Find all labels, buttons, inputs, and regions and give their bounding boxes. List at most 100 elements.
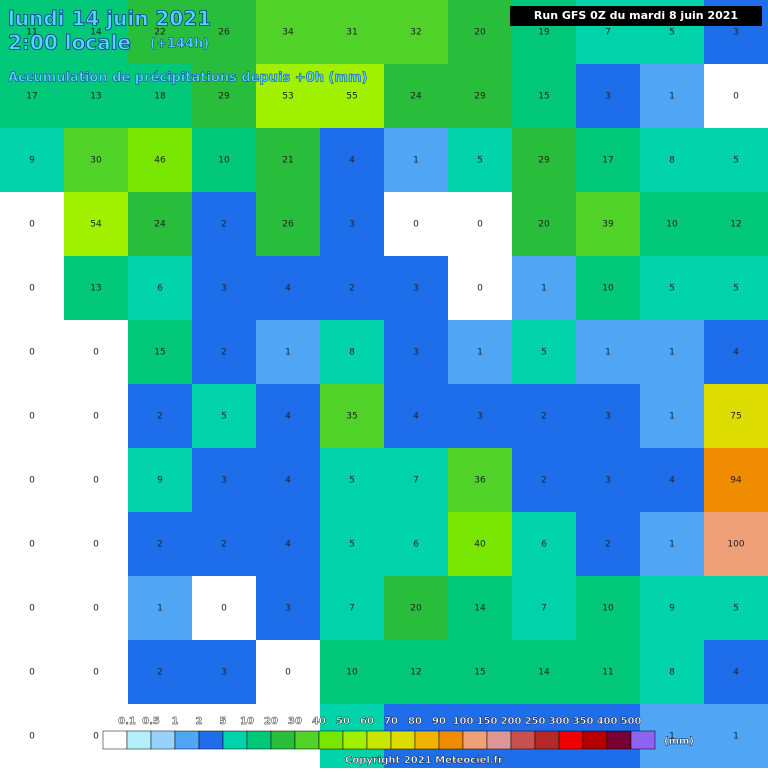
field-cell [192, 320, 257, 385]
cell-value: 10 [346, 668, 358, 678]
cell-value: 1 [285, 348, 291, 358]
cell-value: 40 [474, 540, 486, 550]
cell-value: 21 [282, 156, 293, 166]
cell-value: 11 [26, 28, 37, 38]
cell-value: 1 [541, 284, 547, 294]
cell-value: 0 [29, 220, 35, 230]
cell-value: 94 [730, 476, 742, 486]
field-cell [576, 640, 641, 705]
field-cell [320, 448, 385, 513]
cell-value: 6 [413, 540, 419, 550]
field-cell [256, 448, 321, 513]
cell-value: 0 [29, 412, 35, 422]
field-cell [576, 256, 641, 321]
cell-value: 29 [538, 156, 550, 166]
cell-value: 3 [221, 476, 227, 486]
cell-value: 4 [733, 348, 739, 358]
legend-swatch [606, 730, 632, 750]
field-cell [640, 448, 705, 513]
field-cell [0, 192, 65, 257]
field-cell [320, 0, 385, 65]
cell-value: 1 [157, 604, 163, 614]
field-cell [640, 256, 705, 321]
field-cell [64, 192, 129, 257]
field-cell [576, 512, 641, 577]
field-cell [128, 512, 193, 577]
field-cell [704, 704, 768, 769]
legend-label: 10 [240, 716, 254, 727]
cell-value: 3 [221, 668, 227, 678]
cell-value: 0 [93, 348, 99, 358]
field-cell [512, 512, 577, 577]
cell-value: 14 [90, 28, 102, 38]
field-cell [64, 448, 129, 513]
run-label: Run GFS 0Z du mardi 8 juin 2021 [534, 9, 738, 22]
field-cell [128, 320, 193, 385]
field-cell [192, 512, 257, 577]
cell-value: 10 [602, 604, 614, 614]
cell-value: 31 [346, 28, 357, 38]
legend-label: 0.1 [118, 716, 136, 727]
cell-value: 32 [410, 28, 421, 38]
cell-value: 3 [477, 412, 483, 422]
field-cell [512, 64, 577, 129]
field-cell [0, 384, 65, 449]
cell-value: 2 [157, 412, 163, 422]
field-cell [256, 64, 321, 129]
legend-label: 80 [408, 716, 422, 727]
legend-label: 60 [360, 716, 374, 727]
cell-value: 0 [29, 732, 35, 742]
legend-swatch [246, 730, 272, 750]
legend-swatch [534, 730, 560, 750]
field-cell [704, 320, 768, 385]
field-cell [192, 576, 257, 641]
cell-value: 20 [410, 604, 422, 614]
field-cell [256, 512, 321, 577]
field-cell [384, 0, 449, 65]
field-cell [0, 640, 65, 705]
cell-value: 13 [90, 284, 101, 294]
cell-value: 11 [602, 668, 613, 678]
legend-swatch [582, 730, 608, 750]
cell-value: 53 [282, 92, 293, 102]
map-title: Accumulation de précipitations depuis +0… [8, 71, 367, 86]
cell-value: 10 [218, 156, 230, 166]
cell-value: 6 [541, 540, 547, 550]
cell-value: 1 [605, 348, 611, 358]
legend-swatch [438, 730, 464, 750]
field-cell [256, 576, 321, 641]
field-cell [0, 448, 65, 513]
field-cell [0, 512, 65, 577]
cell-value: 10 [602, 284, 614, 294]
field-cell [384, 256, 449, 321]
field-cell [384, 192, 449, 257]
cell-value: 12 [410, 668, 421, 678]
field-cell [704, 640, 768, 705]
date: lundi 14 juin 2021 [8, 7, 211, 31]
time: 2:00 locale [8, 31, 131, 55]
field-cell [256, 640, 321, 705]
field-cell [384, 576, 449, 641]
field-cell [64, 576, 129, 641]
field-cell [320, 576, 385, 641]
field-cell [256, 256, 321, 321]
legend-swatch [462, 730, 488, 750]
field-cell [576, 128, 641, 193]
field-cell [192, 0, 257, 65]
cell-value: 20 [474, 28, 486, 38]
cell-value: 2 [221, 540, 227, 550]
cell-value: 0 [477, 220, 483, 230]
legend-swatch [174, 730, 200, 750]
field-cell [192, 192, 257, 257]
cell-value: 7 [413, 476, 419, 486]
cell-value: 39 [602, 220, 614, 230]
cell-value: 1 [669, 732, 675, 742]
field-cell [384, 64, 449, 129]
legend-swatch [294, 730, 320, 750]
cell-value: 1 [733, 732, 739, 742]
field-cell [384, 128, 449, 193]
legend-swatch [222, 730, 248, 750]
cell-value: 17 [26, 92, 37, 102]
legend-swatch [486, 730, 512, 750]
